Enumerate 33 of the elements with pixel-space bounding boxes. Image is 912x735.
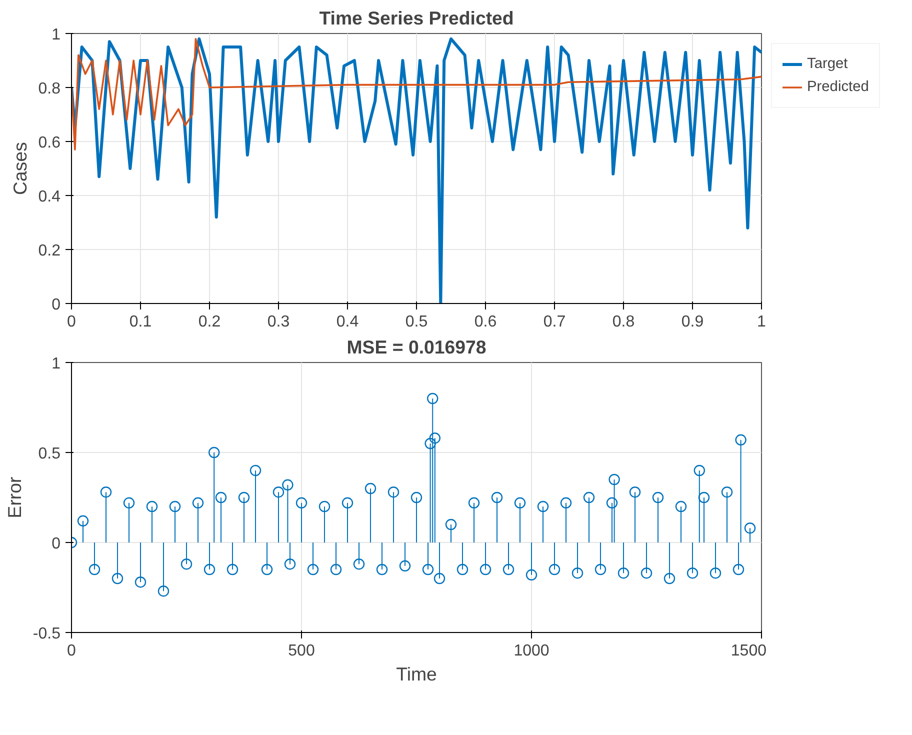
legend-label: Target	[807, 56, 848, 72]
y-axis-title: Error	[4, 476, 25, 518]
y-tick-label: 1	[52, 356, 61, 372]
x-tick-label: 1	[757, 314, 766, 330]
y-tick-label: 0	[52, 296, 61, 314]
x-tick-label: 0.7	[543, 314, 566, 330]
x-tick-label: 0.9	[681, 314, 704, 330]
x-tick-label: 500	[288, 642, 315, 660]
legend-label: Predicted	[807, 79, 869, 95]
y-tick-label: 0.5	[38, 446, 61, 462]
y-tick-label: 0.2	[38, 242, 61, 260]
x-tick-label: 1000	[514, 642, 550, 660]
y-tick-label: 1	[52, 26, 61, 44]
chart-title: Time Series Predicted	[319, 8, 514, 28]
y-tick-label: 0.4	[38, 188, 61, 206]
y-axis-title: Cases	[9, 142, 30, 195]
x-tick-label: 1500	[730, 642, 767, 660]
y-tick-label: -0.5	[32, 626, 61, 642]
x-tick-label: 0.8	[612, 314, 635, 330]
x-tick-label: 0	[67, 314, 76, 330]
x-tick-label: 0.3	[267, 314, 290, 330]
x-tick-label: 0.5	[405, 314, 428, 330]
line-series	[72, 38, 762, 150]
x-tick-label: 0.4	[336, 314, 359, 330]
x-axis-title: Time	[396, 664, 437, 684]
y-tick-label: 0.8	[38, 80, 61, 98]
y-tick-label: 0.6	[38, 134, 61, 152]
x-tick-label: 0.1	[129, 314, 152, 330]
x-tick-label: 0.2	[198, 314, 221, 330]
y-tick-label: 0	[52, 536, 61, 552]
chart-title: MSE = 0.016978	[346, 336, 486, 358]
x-tick-label: 0.6	[474, 314, 497, 330]
x-tick-label: 0	[67, 642, 76, 660]
